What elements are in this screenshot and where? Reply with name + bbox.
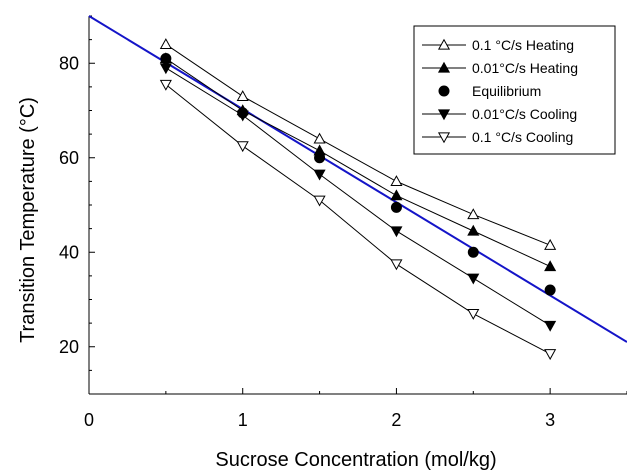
series-4 (159, 79, 557, 361)
x-axis-title: Sucrose Concentration (mol/kg) (215, 449, 496, 471)
series-3 (159, 63, 557, 332)
data-point (544, 349, 557, 361)
data-point (544, 238, 557, 250)
data-point (313, 132, 326, 144)
data-point (467, 246, 479, 258)
data-point (390, 226, 403, 238)
series-line (165, 67, 551, 326)
series-0 (159, 38, 557, 250)
data-point (314, 152, 326, 164)
y-tick-label: 40 (59, 242, 79, 262)
data-point (390, 175, 403, 187)
data-point (544, 260, 557, 272)
series-layer (88, 15, 627, 361)
legend-label: 0.1 °C/s Cooling (472, 129, 573, 145)
legend-label: 0.01°C/s Heating (472, 60, 578, 76)
data-point (390, 259, 403, 271)
legend-label: 0.1 °C/s Heating (472, 37, 574, 53)
data-point (313, 169, 326, 181)
x-tick-label: 0 (84, 410, 94, 430)
legend-marker (437, 109, 451, 121)
data-point (467, 208, 480, 220)
data-point (159, 79, 172, 91)
series-line (165, 58, 551, 267)
y-tick-label: 20 (59, 337, 79, 357)
legend-marker (437, 38, 451, 50)
series-line (165, 43, 551, 246)
legend-label: 0.01°C/s Cooling (472, 106, 577, 122)
data-point (159, 38, 172, 50)
legend-label: Equilibrium (472, 83, 541, 99)
data-point (159, 63, 172, 75)
series-line (165, 84, 551, 355)
data-point (467, 273, 480, 285)
data-point (236, 110, 249, 122)
data-point (313, 195, 326, 207)
x-tick-label: 2 (391, 410, 401, 430)
x-tick-label: 3 (545, 410, 555, 430)
fit-line (88, 15, 627, 343)
data-point (544, 320, 557, 332)
data-point (160, 53, 172, 65)
data-point (236, 90, 249, 101)
legend-marker (438, 85, 450, 97)
data-point (390, 201, 402, 213)
legend-marker (437, 61, 451, 73)
y-tick-label: 60 (59, 148, 79, 168)
axes: 20 40 60 80 0 1 2 3 (59, 15, 627, 430)
x-tick-label: 1 (238, 410, 248, 430)
y-axis-title: Transition Temperature (°C) (17, 97, 39, 343)
data-point (236, 141, 249, 153)
data-point (467, 309, 480, 320)
data-point (390, 189, 403, 201)
y-tick-label: 80 (59, 53, 79, 73)
legend: 0.1 °C/s Heating 0.01°C/s Heating Equilibr… (413, 25, 616, 155)
data-point (467, 224, 480, 236)
legend-marker (437, 132, 451, 144)
data-point (544, 284, 556, 296)
